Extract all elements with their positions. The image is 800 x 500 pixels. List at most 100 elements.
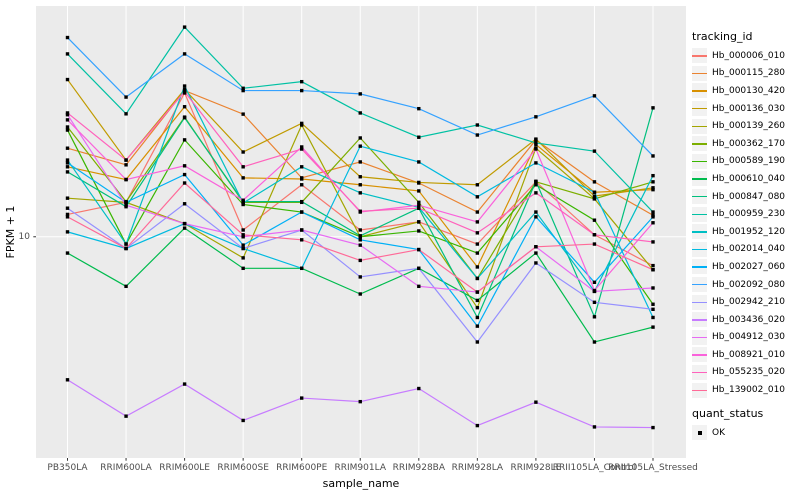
data-point (534, 191, 538, 195)
data-point (475, 315, 480, 320)
data-point (182, 172, 187, 177)
legend-title-quant-status: quant_status (692, 406, 764, 420)
data-point (182, 226, 187, 230)
legend-item-Hb_004912_030: Hb_004912_030 (692, 329, 800, 347)
data-point (475, 231, 480, 235)
data-point (651, 263, 655, 268)
data-point (358, 136, 362, 140)
legend-item-label: Hb_000139_260 (712, 121, 786, 132)
legend-item-label: Hb_000959_230 (712, 209, 786, 220)
legend-item-Hb_000589_190: Hb_000589_190 (692, 153, 800, 171)
legend-item-quant-OK: OK (692, 424, 800, 442)
data-point (651, 268, 655, 272)
data-point (124, 284, 128, 289)
data-point (358, 399, 362, 404)
data-point (592, 233, 597, 237)
data-point (65, 206, 70, 210)
x-tick-label-RRIM928LA: RRIM928LA (451, 463, 504, 473)
legend-color-line (692, 389, 707, 391)
data-point (65, 35, 70, 40)
data-point (651, 106, 655, 110)
data-point (475, 195, 480, 199)
data-point (182, 87, 187, 92)
data-point (124, 200, 128, 205)
legend-item-label: Hb_000847_080 (712, 191, 786, 202)
legend-item-Hb_008921_010: Hb_008921_010 (692, 346, 800, 364)
data-point (300, 183, 304, 187)
legend-key-swatch (692, 277, 707, 293)
legend-item-Hb_002092_080: Hb_002092_080 (692, 276, 800, 294)
data-point (592, 194, 597, 198)
data-point (475, 220, 480, 224)
legend-item-Hb_003436_020: Hb_003436_020 (692, 311, 800, 329)
data-point (65, 113, 70, 117)
legend-key-swatch (692, 189, 707, 205)
data-point (592, 197, 597, 201)
legend-key-swatch (692, 48, 707, 64)
data-point (124, 242, 128, 246)
legend-item-Hb_055235_020: Hb_055235_020 (692, 364, 800, 382)
data-point (592, 190, 597, 194)
legend-color-line (692, 90, 707, 92)
data-point (534, 400, 538, 404)
legend-item-Hb_000115_280: Hb_000115_280 (692, 65, 800, 83)
data-point (182, 221, 187, 226)
data-point (475, 183, 480, 187)
x-tick-label-RRIM600PE: RRIM600PE (276, 463, 328, 473)
data-point (65, 111, 70, 115)
data-point (241, 246, 245, 251)
legend-item-Hb_000136_030: Hb_000136_030 (692, 100, 800, 118)
data-point (475, 251, 480, 255)
legend-key-swatch (692, 83, 707, 99)
data-point (358, 275, 362, 279)
legend-key-swatch (692, 136, 707, 152)
data-point (534, 183, 538, 187)
data-point (475, 423, 480, 428)
legend-item-label: Hb_000610_040 (712, 173, 786, 184)
data-point (300, 145, 304, 149)
data-point (417, 386, 421, 391)
data-point (534, 245, 538, 249)
data-point (358, 228, 362, 232)
data-point (124, 203, 128, 207)
data-point (358, 160, 362, 164)
legend-color-line (692, 371, 707, 374)
legend-item-Hb_000959_230: Hb_000959_230 (692, 205, 800, 223)
data-point (592, 340, 597, 344)
legend-key-swatch (692, 382, 707, 398)
data-point (651, 286, 655, 290)
x-axis-title: sample_name (322, 477, 400, 490)
data-point (182, 90, 187, 94)
legend-item-Hb_000130_420: Hb_000130_420 (692, 82, 800, 100)
data-point (124, 158, 128, 162)
data-point (65, 161, 70, 165)
legend-key-swatch (692, 347, 707, 363)
data-point (475, 340, 480, 344)
data-point (182, 52, 187, 56)
data-point (534, 179, 538, 183)
legend-key-swatch (692, 118, 707, 134)
data-point (182, 105, 187, 109)
legend-color-line (692, 284, 707, 286)
legend-item-label: Hb_000115_280 (712, 68, 786, 79)
data-point (651, 325, 655, 329)
legend-color-line (692, 72, 707, 75)
data-point (241, 243, 245, 247)
data-point (65, 230, 70, 234)
data-point (300, 266, 304, 271)
data-point (592, 315, 597, 319)
data-point (475, 133, 480, 137)
legend-item-label: Hb_055235_020 (712, 367, 786, 378)
data-point (65, 158, 70, 162)
data-point (358, 292, 362, 296)
x-tick-label-RRII105LA_Control: RRII105LA_Control (552, 463, 637, 473)
data-point (651, 187, 655, 192)
data-point (651, 240, 655, 244)
data-point (592, 425, 597, 429)
data-point (241, 86, 245, 90)
data-point (300, 147, 304, 151)
data-point (241, 418, 245, 423)
data-point (241, 233, 245, 237)
data-point (300, 238, 304, 242)
data-point (241, 235, 245, 239)
